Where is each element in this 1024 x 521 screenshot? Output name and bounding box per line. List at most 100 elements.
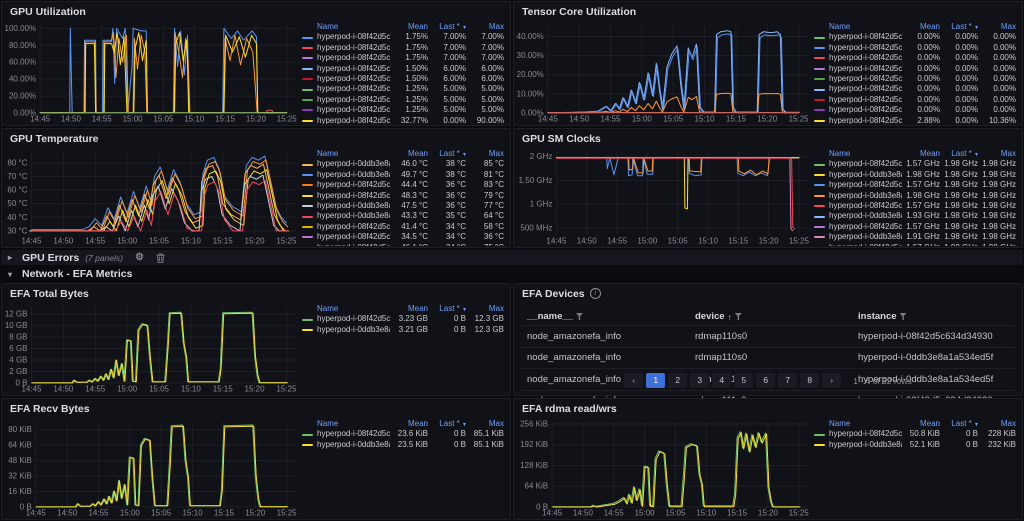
legend-series-name[interactable]: hyperpod-i-0ddb3e8a1a534ed5f [302,440,390,450]
legend-row[interactable]: hyperpod-i-0ddb3e8a1a534ed5f 52.1 KiB 0 B 2… [814,440,1016,450]
pagination-page-button[interactable]: 7 [778,373,798,388]
legend-series-name[interactable]: hyperpod-i-08f42d5c634d34930 - GPU 7 [814,84,902,94]
legend-series-name[interactable]: hyperpod-i-08f42d5c634d34930 - GPU 2 [814,159,902,169]
legend-row[interactable]: hyperpod-i-08f42d5c634d34930 - GPU 2 1.25… [302,84,504,94]
legend-series-name[interactable]: hyperpod-i-0ddb3e8a1a534ed5f - GPU 2 [814,170,902,180]
panel-title[interactable]: EFA rdma read/wrs [514,399,1022,418]
legend-series-name[interactable]: hyperpod-i-08f42d5c634d34930 - GPU 4 [302,53,390,63]
legend-series-name[interactable]: hyperpod-i-08f42d5c634d34930 - GPU 2 [302,84,390,94]
legend-row[interactable]: hyperpod-i-0ddb3e8a1a534ed5f - GPU 6 49.7… [302,170,504,180]
legend-header-last[interactable]: Last * ▾ [439,21,466,31]
legend-series-name[interactable]: hyperpod-i-0ddb3e8a1a534ed5f - GPU 5 [814,211,902,221]
efa-total-bytes-chart[interactable]: 14:45 14:50 14:55 15:00 15:05 15:10 15:15 15:20… [2,303,302,394]
gpu-temperature-chart[interactable]: 14:45 14:50 14:55 15:00 15:05 15:10 15:15 15:20… [2,148,302,246]
legend-row[interactable]: hyperpod-i-0ddb3e8a1a534ed5f 3.21 GB 0 B 12… [302,325,504,335]
legend-row[interactable]: hyperpod-i-0ddb3e8a1a534ed5f - GPU 5 1.93… [814,211,1016,221]
legend-series-name[interactable]: hyperpod-i-08f42d5c634d34930 - GPU 0 [814,43,902,53]
filter-icon[interactable] [899,313,907,320]
legend-row[interactable]: hyperpod-i-0ddb3e8a1a534ed5f - GPU 2 1.98… [814,170,1016,180]
panel-title[interactable]: Tensor Core Utilization [514,2,1022,21]
legend-header-last[interactable]: Last * ▾ [951,21,978,31]
legend-header-mean[interactable]: Mean [407,304,428,313]
legend-row[interactable]: hyperpod-i-08f42d5c634d34930 50.8 KiB 0 B 2… [814,429,1016,439]
filter-icon[interactable] [734,313,742,320]
pagination-page-button[interactable]: 6 [756,373,776,388]
row-network-efa-metrics[interactable]: ▾ Network - EFA Metrics [1,267,1023,281]
legend-row[interactable]: hyperpod-i-08f42d5c634d34930 - GPU 61.57… [814,243,1016,246]
gear-icon[interactable]: ⚙ [135,251,144,263]
legend-header-mean[interactable]: Mean [407,419,428,428]
legend-series-name[interactable]: hyperpod-i-08f42d5c634d34930 - GPU 4 [814,222,902,232]
legend-row[interactable]: hyperpod-i-0ddb3e8a1a534ed5f - GPU 4 1.91… [814,232,1016,242]
legend-series-name[interactable]: hyperpod-i-08f42d5c634d34930 - GPU 6 [814,74,902,84]
legend-row[interactable]: hyperpod-i-08f42d5c634d34930 - GPU 4 1.57… [814,222,1016,232]
legend-header-mean[interactable]: Mean [407,149,428,158]
pagination-page-button[interactable]: 5 [734,373,754,388]
legend-row[interactable]: hyperpod-i-08f42d5c634d34930 - GPU 7 1.50… [302,64,504,74]
legend-header-name[interactable]: Name [317,22,339,31]
legend-header-last[interactable]: Last * ▾ [439,418,466,428]
legend-series-name[interactable]: hyperpod-i-0ddb3e8a1a534ed5f - GPU 2 [302,211,390,221]
legend-header-max[interactable]: Max [1000,22,1016,31]
legend-row[interactable]: hyperpod-i-0ddb3e8a1a534ed5f - GPU 0 1.98… [814,191,1016,201]
gpu-utilization-chart[interactable]: 14:45 14:50 14:55 15:00 15:05 15:10 15:15 15:20… [2,21,302,124]
legend-series-name[interactable]: hyperpod-i-08f42d5c634d34930 - GPU 0 [302,32,390,42]
legend-row[interactable]: hyperpod-i-08f42d5c634d34930 - GPU 6 0.00… [814,74,1016,84]
legend-row[interactable]: hyperpod-i-08f42d5c634d34930 - GPU 6 1.25… [302,95,504,105]
pagination-page-button[interactable]: 2 [668,373,688,388]
panel-title[interactable]: EFA Total Bytes [2,284,510,303]
legend-row[interactable]: hyperpod-i-08f42d5c634d34930 - GPU 2 2.88… [814,116,1016,124]
legend-row[interactable]: hyperpod-i-0ddb3e8a1a534ed5f - GPU 2 43.3… [302,211,504,221]
legend-row[interactable]: hyperpod-i-08f42d5c634d34930 - GPU 0 0.00… [814,43,1016,53]
legend-row[interactable]: hyperpod-i-08f42d5c634d34930 - GPU 4 0.00… [814,64,1016,74]
pagination-prev-button[interactable]: ‹ [624,373,644,388]
legend-row[interactable]: hyperpod-i-08f42d5c634d34930 - GPU 2 32.7… [302,116,504,124]
legend-series-name[interactable]: hyperpod-i-08f42d5c634d34930 - GPU 6 [302,95,390,105]
legend-series-name[interactable]: hyperpod-i-08f42d5c634d34930 [814,429,902,439]
legend-series-name[interactable]: hyperpod-i-08f42d5c634d34930 - GPU 2 [814,116,902,124]
pagination-page-button[interactable]: 8 [800,373,820,388]
legend-row[interactable]: hyperpod-i-08f42d5c634d34930 - GPU 1 0.00… [814,95,1016,105]
legend-series-name[interactable]: hyperpod-i-0ddb3e8a1a534ed5f [814,440,902,450]
legend-header-mean[interactable]: Mean [919,22,940,31]
legend-row[interactable]: hyperpod-i-08f42d5c634d34930 - GPU 3 0.00… [814,105,1016,115]
gpu-sm-clocks-chart[interactable]: 14:45 14:50 14:55 15:00 15:05 15:10 15:15 15:20… [514,148,814,246]
legend-series-name[interactable]: hyperpod-i-08f42d5c634d34930 - GPU 2 [814,32,902,42]
legend-row[interactable]: hyperpod-i-0ddb3e8a1a534ed5f - GPU 4 47.5… [302,201,504,211]
efa-recv-bytes-chart[interactable]: 14:45 14:50 14:55 15:00 15:05 15:10 15:15 15:20… [2,418,302,518]
legend-row[interactable]: hyperpod-i-08f42d5c634d34930 - GPU 5 1.57… [814,201,1016,211]
legend-header-max[interactable]: Max [488,22,504,31]
legend-series-name[interactable]: hyperpod-i-0ddb3e8a1a534ed5f - GPU 4 [814,232,902,242]
legend-row[interactable]: hyperpod-i-08f42d5c634d34930 - GPU 7 0.00… [814,84,1016,94]
panel-title[interactable]: GPU SM Clocks [514,129,1022,148]
legend-row[interactable]: hyperpod-i-08f42d5c634d34930 - GPU 3 1.25… [302,105,504,115]
pagination-page-button[interactable]: 4 [712,373,732,388]
legend-header-max[interactable]: Max [488,304,504,313]
legend-row[interactable]: hyperpod-i-08f42d5c634d34930 - GPU 0 1.57… [814,180,1016,190]
legend-row[interactable]: hyperpod-i-08f42d5c634d34930 - GPU 5 0.00… [814,53,1016,63]
legend-row[interactable]: hyperpod-i-08f42d5c634d34930 - GPU 2 41.4… [302,222,504,232]
legend-header-last[interactable]: Last * ▾ [439,148,466,158]
legend-row[interactable]: hyperpod-i-08f42d5c634d34930 - GPU 6 48.3… [302,191,504,201]
legend-series-name[interactable]: hyperpod-i-08f42d5c634d34930 [302,429,390,439]
legend-header-name[interactable]: Name [829,149,851,158]
legend-series-name[interactable]: hyperpod-i-08f42d5c634d34930 - GPU 4 [814,64,902,74]
legend-row[interactable]: hyperpod-i-08f42d5c634d34930 - GPU 0 1.75… [302,32,504,42]
legend-header-last[interactable]: Last * ▾ [439,303,466,313]
legend-series-name[interactable]: hyperpod-i-08f42d5c634d34930 - GPU 6 [302,191,390,201]
legend-series-name[interactable]: hyperpod-i-08f42d5c634d34930 - GPU 5 [814,201,902,211]
legend-header-name[interactable]: Name [829,22,851,31]
legend-header-last[interactable]: Last * ▾ [951,418,978,428]
legend-header-max[interactable]: Max [1000,419,1016,428]
legend-header-mean[interactable]: Mean [919,419,940,428]
panel-title[interactable]: EFA Recv Bytes [2,399,510,418]
legend-header-name[interactable]: Name [829,419,851,428]
legend-header-max[interactable]: Max [488,149,504,158]
legend-row[interactable]: hyperpod-i-08f42d5c634d34930 - GPU 2 0.00… [814,32,1016,42]
legend-series-name[interactable]: hyperpod-i-08f42d5c634d34930 - GPU 1 [302,74,390,84]
row-gpu-errors[interactable]: ▸ GPU Errors (7 panels) ⚙ [1,250,1023,265]
pagination-next-button[interactable]: › [822,373,842,388]
legend-row[interactable]: hyperpod-i-08f42d5c634d34930 - GPU 1 1.50… [302,74,504,84]
legend-header-last[interactable]: Last * ▾ [951,148,978,158]
legend-series-name[interactable]: hyperpod-i-08f42d5c634d34930 - GPU 2 [302,116,390,124]
